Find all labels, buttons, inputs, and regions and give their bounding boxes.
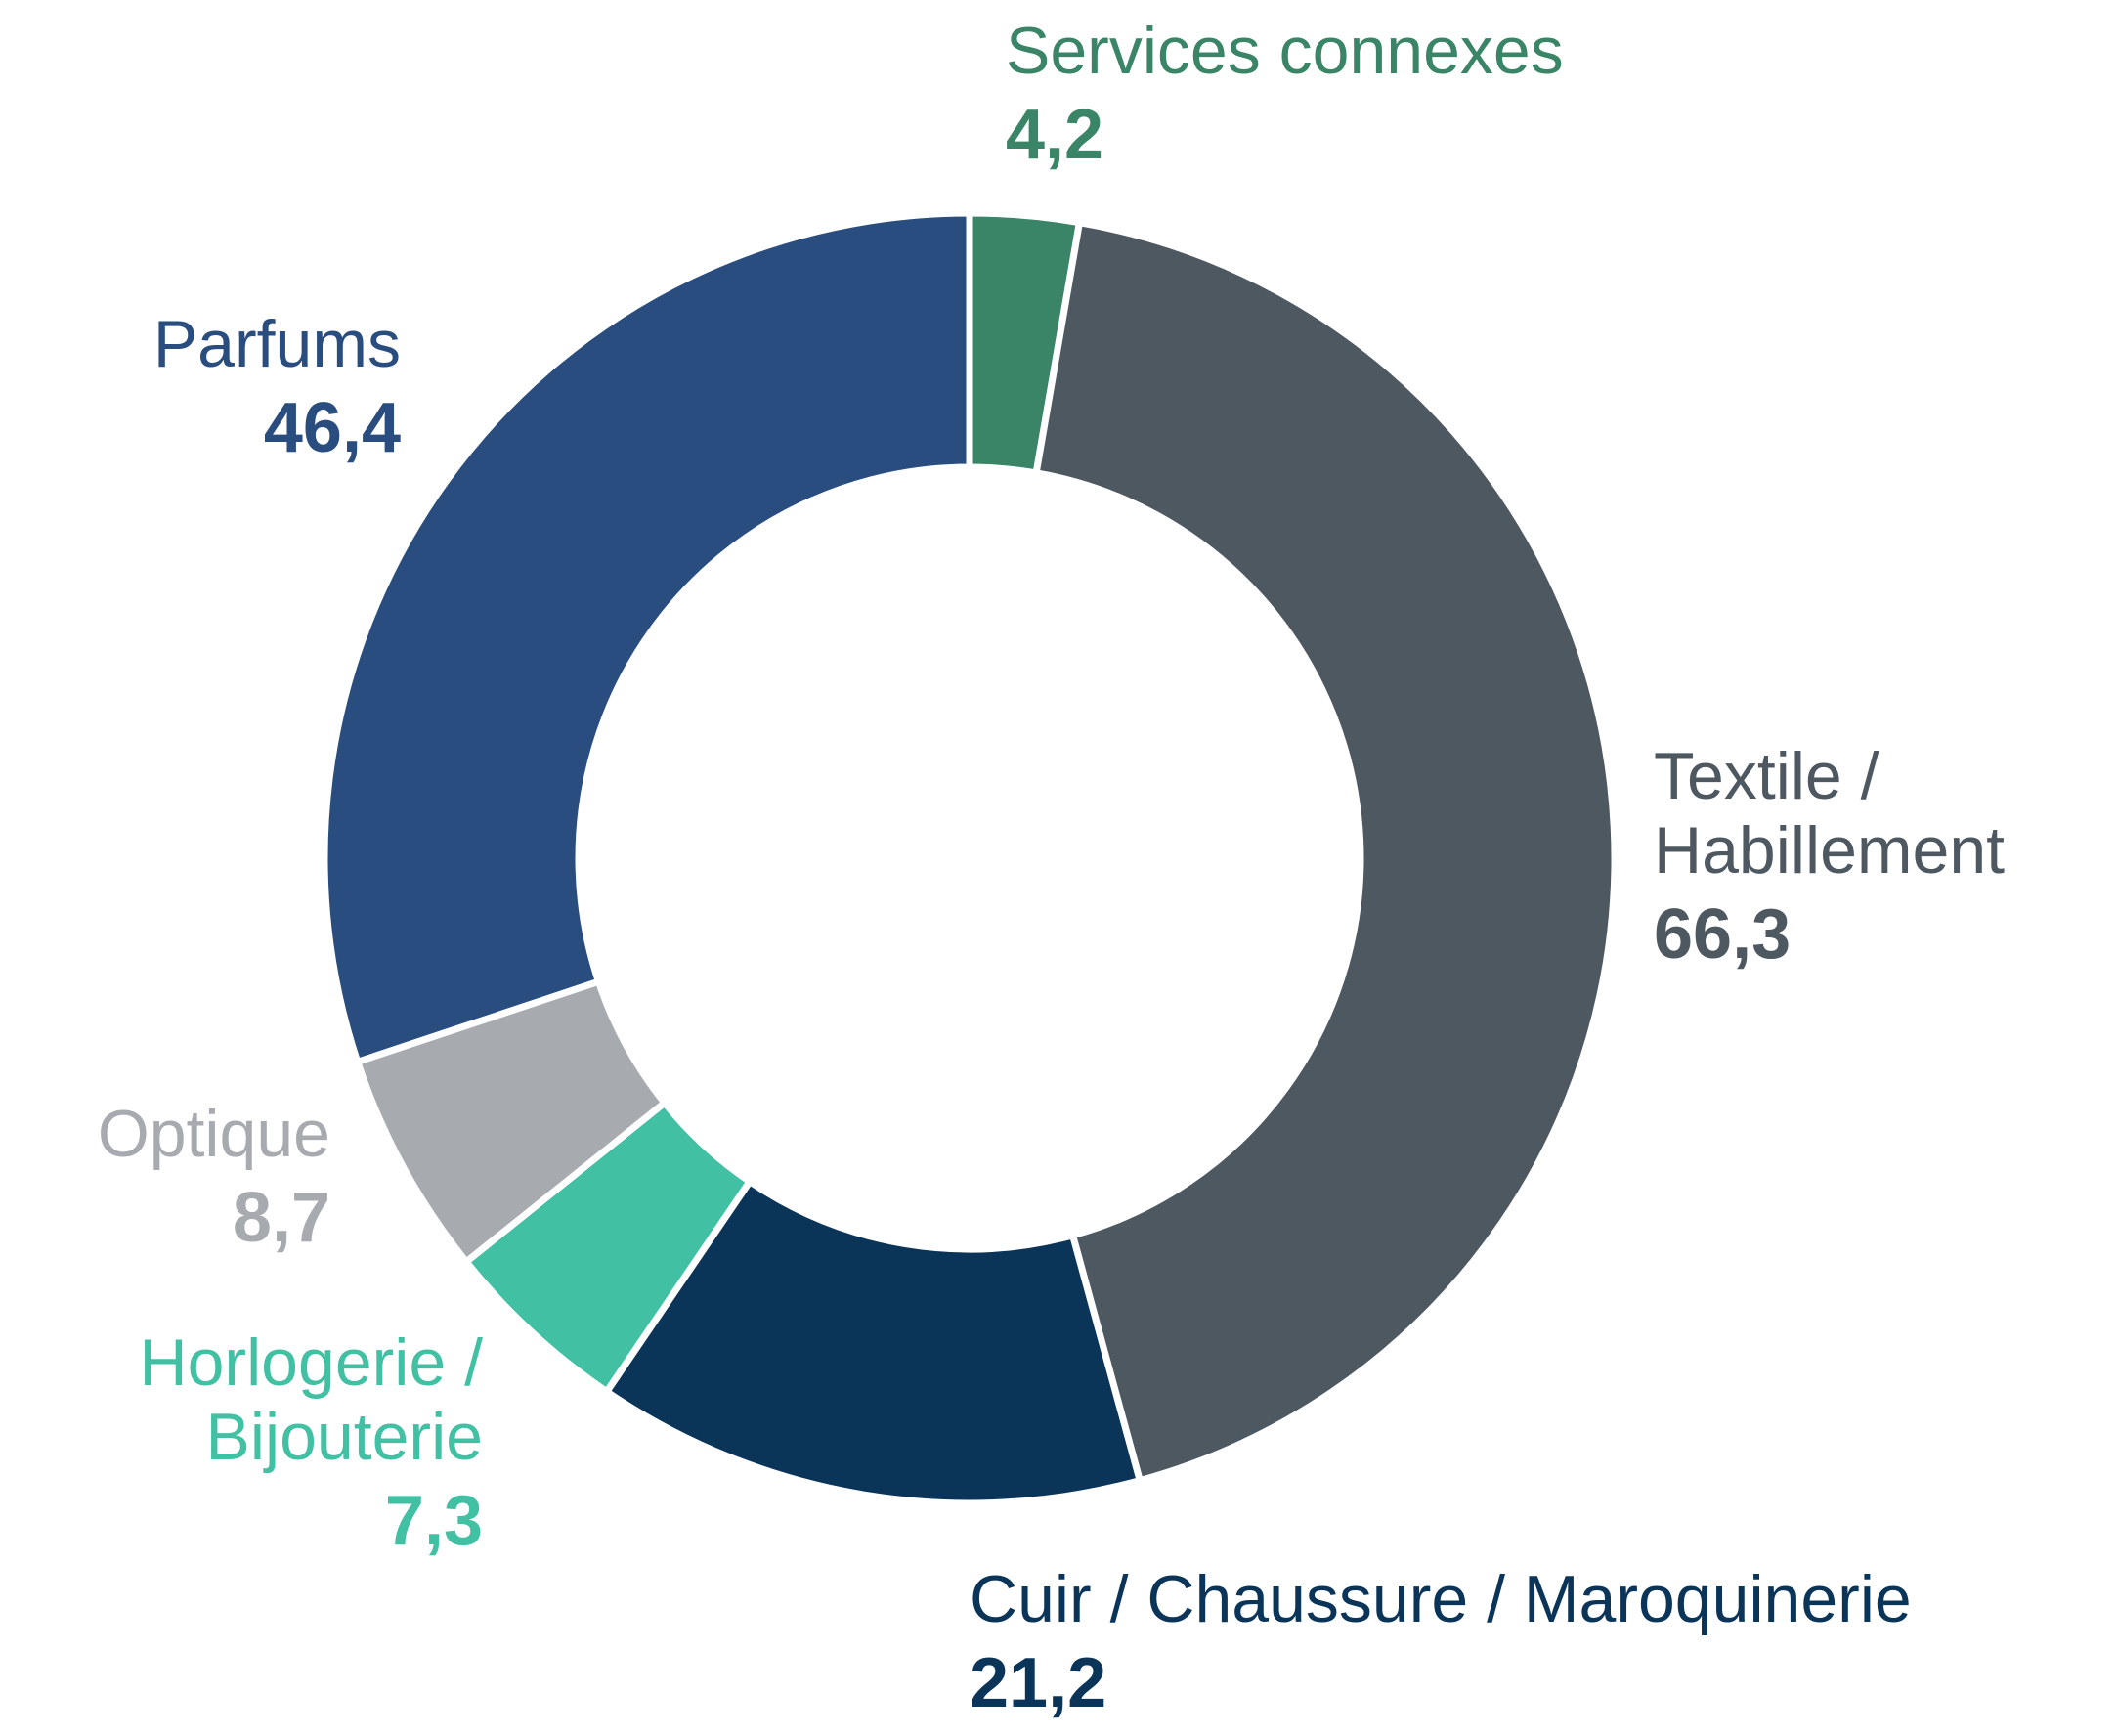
donut-segment: [1032, 218, 1619, 1485]
category-name: Optique: [97, 1097, 330, 1171]
value-label: 7,3: [384, 1482, 483, 1561]
segment-label: Cuir / Chaussure / Maroquinerie 21,2: [970, 1562, 1912, 1723]
value-label: 21,2: [970, 1644, 1107, 1723]
segment-label: Services connexes 4,2: [1006, 14, 1564, 175]
category-name: Cuir / Chaussure / Maroquinerie: [970, 1562, 1912, 1636]
value-label: 66,3: [1654, 895, 1792, 975]
category-name: Services connexes: [1006, 14, 1564, 88]
category-name: Horlogerie / Bijouterie: [139, 1325, 484, 1475]
category-name: Textile / Habillement: [1654, 739, 2006, 889]
donut-segment: [601, 1176, 1145, 1507]
segment-label: Parfums 46,4: [153, 307, 401, 468]
value-label: 4,2: [1006, 96, 1104, 175]
value-label: 8,7: [232, 1179, 330, 1258]
category-name: Parfums: [152, 307, 401, 381]
donut-segment: [321, 209, 973, 1066]
segment-label: Horlogerie / Bijouterie 7,3: [33, 1325, 484, 1561]
value-label: 46,4: [263, 389, 401, 468]
segment-label: Optique 8,7: [98, 1097, 330, 1258]
segment-label: Textile / Habillement 66,3: [1654, 739, 2117, 975]
